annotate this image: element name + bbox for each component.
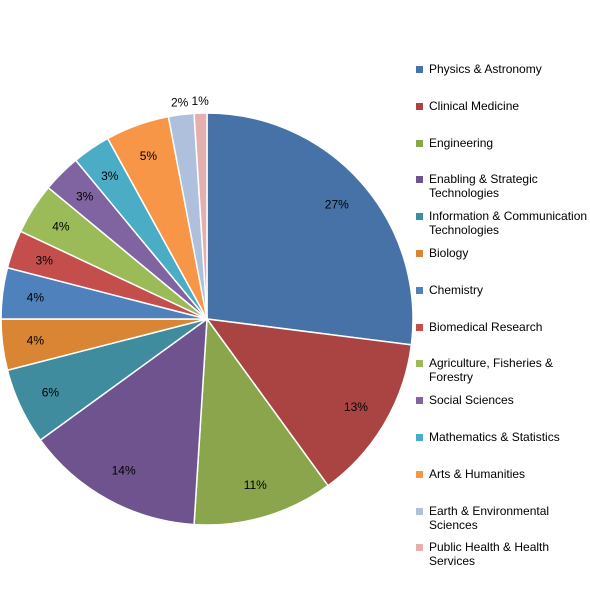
- pie-slice-0: [206, 112, 414, 346]
- legend-label: Public Health & Health Services: [429, 540, 550, 569]
- legend-label: Social Sciences: [429, 393, 514, 408]
- slice-data-label: 6%: [42, 386, 60, 400]
- legend-label: Physics & Astronomy: [429, 62, 542, 76]
- slice-data-label: 14%: [112, 464, 136, 478]
- slice-data-label: 1%: [191, 94, 209, 108]
- legend-label: Chemistry: [429, 282, 484, 297]
- slice-data-label: 13%: [344, 400, 368, 414]
- legend-swatch: [416, 66, 423, 73]
- legend-label: Clinical Medicine: [429, 98, 520, 113]
- legend-label: Biology: [429, 246, 469, 260]
- legend-swatch: [416, 286, 423, 294]
- legend-swatch: [416, 176, 423, 184]
- pie-slice-3: [39, 317, 208, 526]
- pie-slice-13: [193, 112, 208, 320]
- legend-swatch: [416, 250, 423, 257]
- pie-slice-2: [193, 316, 330, 526]
- legend-label: Biomedical Research: [429, 319, 543, 334]
- slice-data-label: 4%: [27, 290, 45, 304]
- legend-swatch: [416, 102, 423, 110]
- pie-slice-1: [205, 318, 413, 487]
- slice-data-label: 3%: [36, 253, 54, 267]
- legend-swatch: [416, 544, 423, 552]
- legend-swatch: [416, 434, 423, 441]
- legend-swatch: [416, 323, 423, 331]
- legend-label: Earth & Environmental Sciences: [429, 503, 550, 532]
- slice-data-label: 5%: [140, 149, 158, 163]
- legend-swatch: [416, 397, 423, 405]
- legend-swatch: [416, 213, 423, 221]
- legend-label: Arts & Humanities: [429, 466, 526, 481]
- legend-label: Engineering: [429, 135, 494, 150]
- legend-label: Mathematics & Statistics: [429, 430, 560, 444]
- slice-data-label: 3%: [76, 190, 94, 204]
- slice-data-label: 4%: [52, 219, 70, 233]
- legend-swatch: [416, 139, 423, 147]
- slice-data-label: 3%: [101, 169, 119, 183]
- slice-data-label: 27%: [325, 198, 349, 212]
- slice-data-label: 11%: [244, 478, 267, 492]
- legend-label: Agriculture, Fisheries & Forestry: [429, 356, 554, 385]
- legend-label: Enabling & Strategic Technologies: [429, 172, 538, 201]
- legend-swatch: [416, 470, 423, 478]
- slice-data-label: 4%: [27, 334, 45, 348]
- legend-label: Information & Communication Technologies: [429, 209, 588, 238]
- legend-swatch: [416, 360, 423, 368]
- slice-data-label: 2%: [171, 96, 189, 110]
- legend-swatch: [416, 507, 423, 515]
